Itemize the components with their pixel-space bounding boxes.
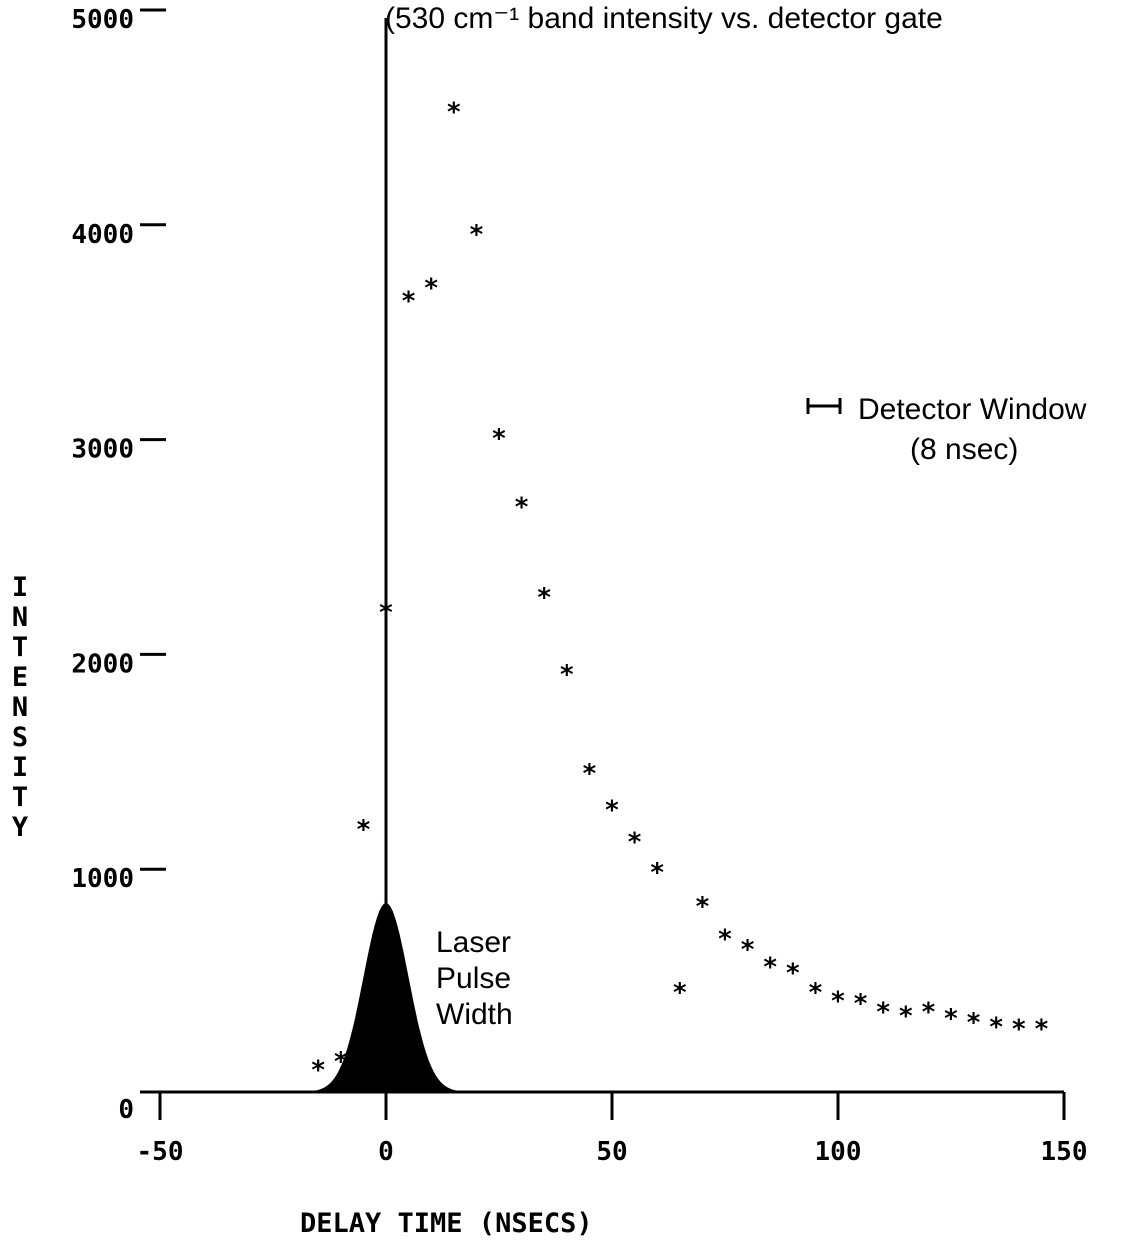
data-point: * (559, 660, 575, 690)
y-tick-label: 1000 (71, 864, 134, 894)
y-axis-title-letter: S (12, 722, 28, 753)
data-point: * (627, 828, 643, 858)
y-tick-label: 4000 (71, 220, 134, 250)
data-point: * (649, 858, 665, 888)
laser-pulse-label-2: Pulse (436, 962, 511, 995)
data-point: * (853, 989, 869, 1019)
data-point: * (717, 924, 733, 954)
data-point: * (356, 815, 372, 845)
laser-pulse-label-3: Width (436, 998, 513, 1031)
data-point: * (762, 952, 778, 982)
data-point: * (310, 1055, 326, 1085)
data-points-layer: * **** ************** ** ** * * * * * * * * * * (310, 97, 1049, 1085)
laser-pulse-label-1: Laser (436, 926, 511, 959)
data-point: * (672, 978, 688, 1008)
data-point: * (966, 1008, 982, 1038)
x-tick-label: 150 (1041, 1137, 1088, 1167)
detector-window-duration: (8 nsec) (910, 433, 1018, 466)
x-tick-label: 100 (815, 1137, 862, 1167)
data-point: * (333, 1047, 349, 1077)
data-point: * (785, 959, 801, 989)
data-point: * (1011, 1015, 1027, 1045)
data-point: * (921, 997, 937, 1027)
data-point: * (808, 978, 824, 1008)
data-point: * (582, 759, 598, 789)
data-point: * (988, 1012, 1004, 1042)
chart-title: (530 cm⁻¹ band intensity vs. detector ga… (385, 2, 943, 35)
data-point: * (898, 1002, 914, 1032)
y-axis-title-letter: N (12, 692, 28, 723)
data-point: * (423, 274, 439, 304)
data-point: * (875, 997, 891, 1027)
y-tick-label: 3000 (71, 435, 134, 465)
x-tick-label: -50 (137, 1137, 184, 1167)
y-tick-label: 2000 (71, 649, 134, 679)
x-axis-title: DELAY TIME (NSECS) (300, 1208, 593, 1239)
y-tick-label: 5000 (71, 5, 134, 35)
detector-window-legend: Detector Window (8 nsec) (806, 393, 1087, 466)
data-point: * (695, 892, 711, 922)
x-tick-label: 50 (596, 1137, 627, 1167)
y-axis-title-letter: N (12, 602, 28, 633)
data-point: * (536, 583, 552, 613)
data-point: * (469, 220, 485, 250)
data-point: * (401, 286, 417, 316)
y-axis-title-letter: E (12, 662, 28, 693)
y-tick-label: 0 (118, 1095, 134, 1125)
y-axis-title-letter: T (12, 632, 28, 663)
data-point: * (830, 987, 846, 1017)
data-point: * (491, 424, 507, 454)
detector-window-label: Detector Window (858, 393, 1087, 426)
y-axis-title-letter: I (12, 572, 28, 603)
data-point: * (446, 97, 462, 127)
x-tick-label: 0 (378, 1137, 394, 1167)
y-axis-title-letter: Y (12, 812, 29, 843)
data-point: * (740, 935, 756, 965)
data-point: * (943, 1004, 959, 1034)
data-point: * (378, 598, 394, 628)
data-point: * (604, 795, 620, 825)
data-point: * (514, 493, 530, 523)
y-axis-title-letter: T (12, 782, 28, 813)
data-point: * (1034, 1015, 1050, 1045)
y-axis-title-letter: I (12, 752, 28, 783)
